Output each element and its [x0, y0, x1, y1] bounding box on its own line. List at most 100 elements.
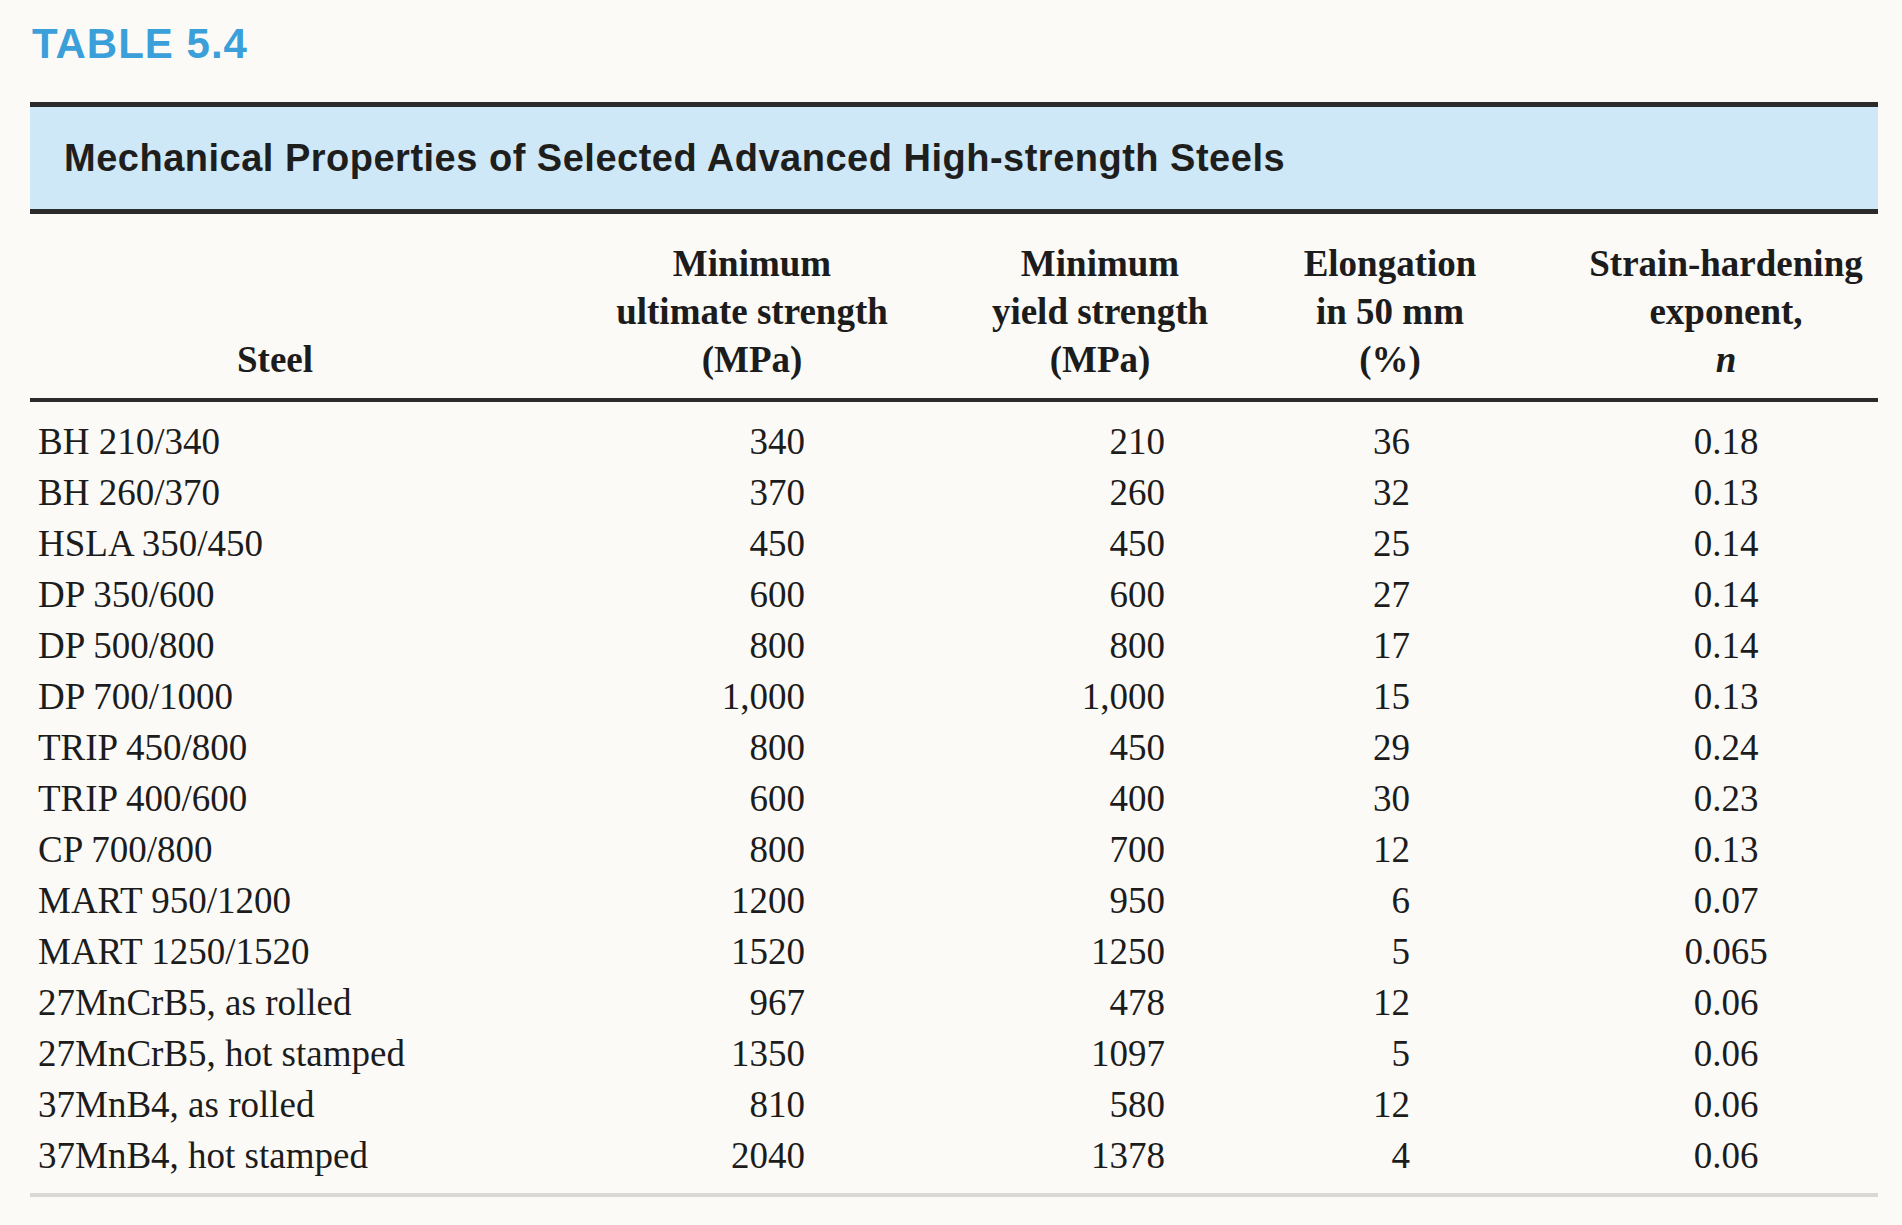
- cell-ultimate-strength: 450: [520, 518, 930, 569]
- cell-steel: 27MnCrB5, as rolled: [30, 977, 520, 1028]
- column-header-line: Steel: [30, 336, 520, 384]
- cell-steel: TRIP 450/800: [30, 722, 520, 773]
- cell-elongation: 4: [1270, 1130, 1510, 1181]
- cell-steel: CP 700/800: [30, 824, 520, 875]
- column-header-n-exponent: Strain-hardeningexponent,n: [1510, 214, 1878, 400]
- cell-steel: 37MnB4, as rolled: [30, 1079, 520, 1130]
- cell-ultimate-strength: 810: [520, 1079, 930, 1130]
- table-row: CP 700/800800700120.13: [30, 824, 1878, 875]
- cell-steel: 37MnB4, hot stamped: [30, 1130, 520, 1181]
- cell-n-exponent: 0.07: [1510, 875, 1878, 926]
- cell-n-exponent: 0.065: [1510, 926, 1878, 977]
- table-row: 37MnB4, hot stamped2040137840.06: [30, 1130, 1878, 1181]
- cell-n-exponent: 0.06: [1510, 1079, 1878, 1130]
- properties-table: SteelMinimumultimate strength(MPa)Minimu…: [30, 214, 1878, 1181]
- column-header-ultimate-strength: Minimumultimate strength(MPa): [520, 214, 930, 400]
- cell-yield-strength: 210: [930, 400, 1270, 467]
- cell-n-exponent: 0.13: [1510, 671, 1878, 722]
- cell-elongation: 12: [1270, 1079, 1510, 1130]
- cell-steel: DP 350/600: [30, 569, 520, 620]
- cell-elongation: 36: [1270, 400, 1510, 467]
- cell-n-exponent: 0.23: [1510, 773, 1878, 824]
- cell-ultimate-strength: 1,000: [520, 671, 930, 722]
- page: TABLE 5.4 Mechanical Properties of Selec…: [0, 0, 1902, 1197]
- column-header-line: Strain-hardening: [1574, 240, 1878, 288]
- cell-n-exponent: 0.13: [1510, 824, 1878, 875]
- cell-elongation: 32: [1270, 467, 1510, 518]
- bottom-rule: [30, 1193, 1878, 1197]
- column-header-line: (MPa): [930, 336, 1270, 384]
- table-row: 27MnCrB5, as rolled967478120.06: [30, 977, 1878, 1028]
- table-row: HSLA 350/450450450250.14: [30, 518, 1878, 569]
- cell-n-exponent: 0.14: [1510, 569, 1878, 620]
- cell-yield-strength: 260: [930, 467, 1270, 518]
- cell-steel: DP 500/800: [30, 620, 520, 671]
- cell-yield-strength: 950: [930, 875, 1270, 926]
- table-card: Mechanical Properties of Selected Advanc…: [30, 102, 1878, 1197]
- cell-n-exponent: 0.24: [1510, 722, 1878, 773]
- column-header-line: n: [1574, 336, 1878, 384]
- column-header-line: ultimate strength: [574, 288, 930, 336]
- cell-ultimate-strength: 340: [520, 400, 930, 467]
- table-title-band: Mechanical Properties of Selected Advanc…: [30, 102, 1878, 214]
- cell-steel: MART 1250/1520: [30, 926, 520, 977]
- cell-steel: BH 260/370: [30, 467, 520, 518]
- cell-n-exponent: 0.13: [1510, 467, 1878, 518]
- column-header-line: (MPa): [574, 336, 930, 384]
- cell-ultimate-strength: 967: [520, 977, 930, 1028]
- cell-elongation: 12: [1270, 824, 1510, 875]
- cell-yield-strength: 1250: [930, 926, 1270, 977]
- cell-yield-strength: 1097: [930, 1028, 1270, 1079]
- cell-steel: 27MnCrB5, hot stamped: [30, 1028, 520, 1079]
- cell-ultimate-strength: 800: [520, 824, 930, 875]
- cell-elongation: 15: [1270, 671, 1510, 722]
- table-body: BH 210/340340210360.18BH 260/37037026032…: [30, 400, 1878, 1181]
- cell-yield-strength: 1,000: [930, 671, 1270, 722]
- cell-n-exponent: 0.06: [1510, 1130, 1878, 1181]
- column-header-line: Minimum: [930, 240, 1270, 288]
- cell-elongation: 5: [1270, 926, 1510, 977]
- cell-elongation: 27: [1270, 569, 1510, 620]
- cell-steel: MART 950/1200: [30, 875, 520, 926]
- table-title: Mechanical Properties of Selected Advanc…: [64, 137, 1285, 180]
- table-row: MART 1250/15201520125050.065: [30, 926, 1878, 977]
- cell-ultimate-strength: 1520: [520, 926, 930, 977]
- column-header-steel: Steel: [30, 214, 520, 400]
- table-number-label: TABLE 5.4: [0, 0, 1902, 68]
- cell-n-exponent: 0.14: [1510, 620, 1878, 671]
- cell-ultimate-strength: 600: [520, 773, 930, 824]
- cell-steel: HSLA 350/450: [30, 518, 520, 569]
- cell-steel: TRIP 400/600: [30, 773, 520, 824]
- cell-n-exponent: 0.06: [1510, 1028, 1878, 1079]
- cell-yield-strength: 1378: [930, 1130, 1270, 1181]
- cell-steel: DP 700/1000: [30, 671, 520, 722]
- cell-ultimate-strength: 800: [520, 722, 930, 773]
- cell-elongation: 25: [1270, 518, 1510, 569]
- cell-ultimate-strength: 600: [520, 569, 930, 620]
- cell-elongation: 29: [1270, 722, 1510, 773]
- header-row: SteelMinimumultimate strength(MPa)Minimu…: [30, 214, 1878, 400]
- table-row: TRIP 400/600600400300.23: [30, 773, 1878, 824]
- column-header-line: yield strength: [930, 288, 1270, 336]
- cell-elongation: 12: [1270, 977, 1510, 1028]
- cell-ultimate-strength: 2040: [520, 1130, 930, 1181]
- cell-n-exponent: 0.18: [1510, 400, 1878, 467]
- table-row: BH 210/340340210360.18: [30, 400, 1878, 467]
- table-row: 27MnCrB5, hot stamped1350109750.06: [30, 1028, 1878, 1079]
- table-row: DP 500/800800800170.14: [30, 620, 1878, 671]
- column-header-elongation: Elongationin 50 mm(%): [1270, 214, 1510, 400]
- cell-yield-strength: 600: [930, 569, 1270, 620]
- cell-yield-strength: 450: [930, 722, 1270, 773]
- cell-ultimate-strength: 1200: [520, 875, 930, 926]
- cell-n-exponent: 0.06: [1510, 977, 1878, 1028]
- cell-elongation: 17: [1270, 620, 1510, 671]
- table-row: TRIP 450/800800450290.24: [30, 722, 1878, 773]
- table-row: 37MnB4, as rolled810580120.06: [30, 1079, 1878, 1130]
- column-header-line: in 50 mm: [1270, 288, 1510, 336]
- cell-yield-strength: 400: [930, 773, 1270, 824]
- cell-elongation: 5: [1270, 1028, 1510, 1079]
- cell-ultimate-strength: 800: [520, 620, 930, 671]
- cell-n-exponent: 0.14: [1510, 518, 1878, 569]
- cell-yield-strength: 800: [930, 620, 1270, 671]
- table-row: MART 950/1200120095060.07: [30, 875, 1878, 926]
